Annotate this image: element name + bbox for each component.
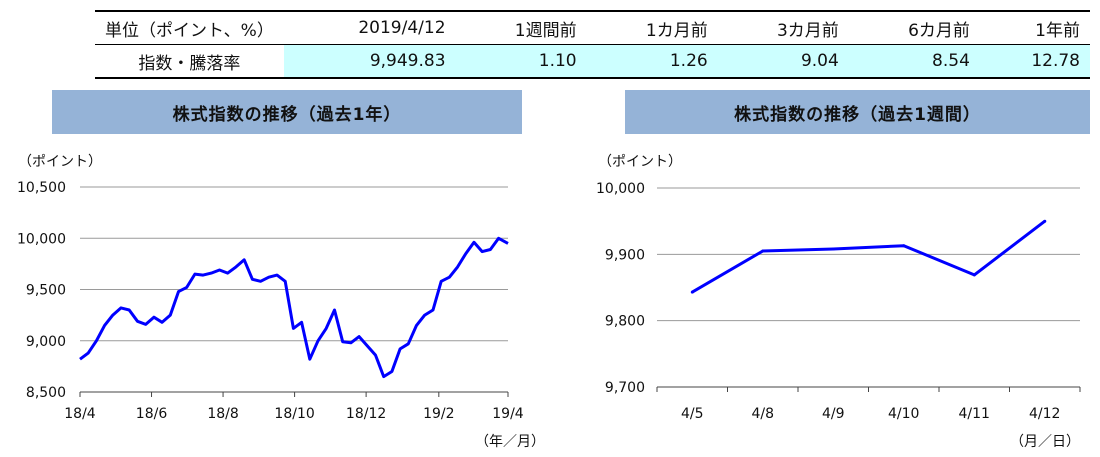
- x-tick-label: 18/12: [346, 406, 386, 422]
- data-point: [831, 247, 835, 251]
- x-tick-label: 4/10: [888, 406, 919, 422]
- summary-value-3m: 9.04: [717, 44, 849, 79]
- x-axis-unit-label: （月／日）: [1010, 434, 1080, 450]
- y-tick-label: 10,000: [17, 231, 66, 247]
- summary-value-index: 9,949.83: [283, 44, 456, 79]
- y-tick-label: 9,000: [26, 334, 66, 350]
- summary-value-6m: 8.54: [848, 44, 980, 79]
- data-point: [761, 249, 765, 253]
- x-tick-label: 4/12: [1029, 406, 1060, 422]
- x-tick-label: 19/2: [423, 406, 454, 422]
- series-line-1week: [691, 220, 1046, 294]
- y-axis-unit-label: （ポイント）: [598, 154, 682, 170]
- summary-header-1y: 1年前: [979, 10, 1090, 45]
- summary-value-1w: 1.10: [455, 44, 587, 79]
- x-axis-unit-label: （年／月）: [475, 434, 545, 450]
- chart-title-1year: 株式指数の推移（過去1年）: [52, 90, 522, 134]
- summary-value-1m: 1.26: [586, 44, 718, 79]
- summary-header-6m: 6カ月前: [848, 10, 980, 45]
- summary-header-unit: 単位（ポイント、%）: [95, 10, 284, 45]
- summary-table: 単位（ポイント、%） 2019/4/12 1週間前 1カ月前 3カ月前 6カ月前…: [95, 10, 1090, 79]
- chart-title-1week: 株式指数の推移（過去1週間）: [625, 90, 1090, 134]
- summary-header-row: 単位（ポイント、%） 2019/4/12 1週間前 1カ月前 3カ月前 6カ月前…: [95, 10, 1090, 45]
- x-tick-label: 18/4: [64, 406, 96, 422]
- x-tick-label: 18/10: [274, 406, 314, 422]
- x-tick-label: 19/4: [492, 406, 524, 422]
- y-tick-label: 9,800: [605, 314, 645, 330]
- y-tick-label: 9,900: [605, 247, 645, 263]
- y-axis-unit-label: （ポイント）: [18, 154, 102, 170]
- summary-header-3m: 3カ月前: [717, 10, 849, 45]
- y-tick-label: 9,700: [605, 380, 645, 396]
- y-tick-label: 8,500: [26, 385, 66, 401]
- summary-value-1y: 12.78: [979, 44, 1090, 79]
- x-tick-label: 4/9: [822, 406, 845, 422]
- y-tick-label: 9,500: [26, 283, 66, 299]
- x-tick-label: 4/11: [959, 406, 990, 422]
- data-point: [690, 290, 694, 294]
- x-tick-label: 4/8: [751, 406, 774, 422]
- summary-value-row: 指数・騰落率 9,949.83 1.10 1.26 9.04 8.54 12.7…: [95, 44, 1090, 79]
- data-point: [902, 244, 906, 248]
- y-tick-label: 10,500: [17, 180, 66, 196]
- summary-row-label: 指数・騰落率: [95, 44, 284, 79]
- summary-header-1m: 1カ月前: [586, 10, 718, 45]
- summary-header-date: 2019/4/12: [283, 10, 456, 45]
- data-point: [972, 273, 976, 277]
- x-tick-label: 18/8: [207, 406, 238, 422]
- x-tick-label: 4/5: [681, 406, 704, 422]
- summary-header-1w: 1週間前: [455, 10, 587, 45]
- y-tick-label: 10,000: [596, 181, 645, 197]
- x-tick-label: 18/6: [136, 406, 168, 422]
- data-point: [1043, 219, 1047, 223]
- series-line-1year: [79, 236, 509, 379]
